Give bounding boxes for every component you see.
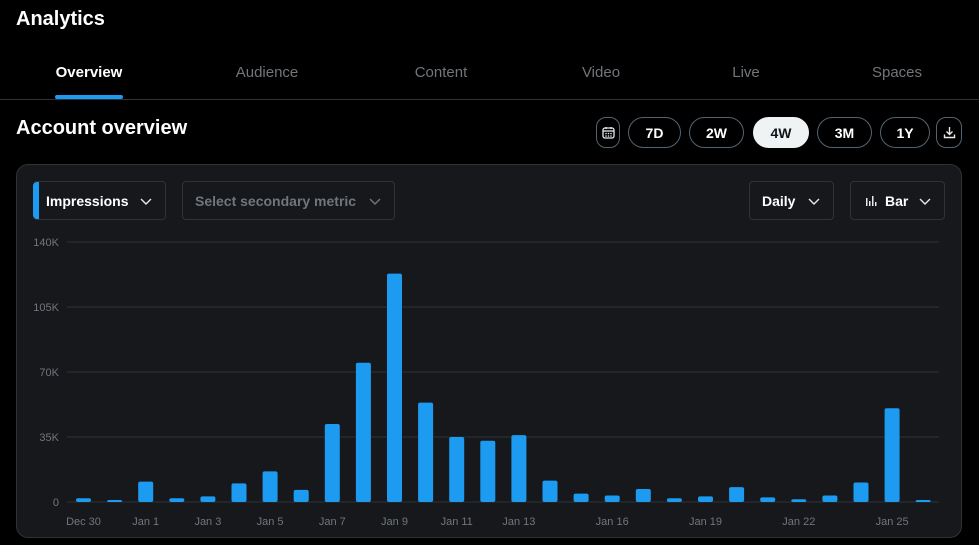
download-button[interactable] [936, 117, 962, 148]
x-tick-label: Jan 1 [132, 516, 159, 528]
bar[interactable] [107, 500, 123, 502]
range-2w-button[interactable]: 2W [689, 117, 744, 148]
secondary-metric-dropdown[interactable]: Select secondary metric [182, 181, 395, 220]
x-tick-label: Jan 13 [502, 516, 535, 528]
tab-content[interactable]: Content [414, 64, 468, 81]
account-overview-card: Impressions Select secondary metric Dail… [16, 164, 962, 538]
bar[interactable] [511, 435, 527, 502]
range-1y-button[interactable]: 1Y [880, 117, 930, 148]
range-4w-button[interactable]: 4W [753, 117, 809, 148]
y-tick-label: 70K [39, 367, 59, 379]
interval-label: Daily [762, 192, 796, 209]
tab-spaces[interactable]: Spaces [871, 64, 923, 81]
x-tick-label: Jan 25 [876, 516, 909, 528]
x-tick-label: Jan 9 [381, 516, 408, 528]
primary-metric-dropdown[interactable]: Impressions [33, 181, 166, 220]
bar[interactable] [324, 424, 340, 502]
bar[interactable] [76, 498, 91, 502]
bar[interactable] [418, 402, 434, 502]
y-tick-label: 105K [33, 302, 59, 314]
tab-overview[interactable]: Overview [55, 52, 123, 99]
chevron-down-icon [369, 198, 381, 205]
x-tick-label: Jan 5 [257, 516, 284, 528]
bar[interactable] [635, 489, 651, 502]
range-3m-button[interactable]: 3M [817, 117, 872, 148]
bar[interactable] [262, 471, 278, 502]
chevron-down-icon [919, 198, 931, 205]
page-title: Analytics [16, 8, 105, 30]
x-tick-label: Dec 30 [66, 516, 101, 528]
bar[interactable] [884, 408, 900, 502]
bar[interactable] [449, 437, 465, 502]
impressions-bar-chart: 0 35K 70K 105K 140K Dec 30 Jan 1 Jan 3 Jan 5 Jan … [33, 237, 939, 528]
bar[interactable] [729, 487, 745, 502]
download-icon [943, 127, 955, 139]
x-tick-label: Jan 11 [441, 516, 473, 528]
chevron-down-icon [808, 198, 820, 205]
y-tick-label: 0 [53, 497, 59, 509]
x-tick-label: Jan 7 [319, 516, 346, 528]
bar[interactable] [200, 496, 216, 502]
chevron-down-icon [140, 198, 152, 205]
bar-chart-icon [866, 195, 877, 206]
x-tick-label: Jan 22 [782, 516, 815, 528]
primary-metric-label: Impressions [46, 192, 129, 209]
bar[interactable] [542, 480, 558, 502]
section-title: Account overview [16, 117, 188, 139]
bar[interactable] [915, 500, 931, 502]
bar[interactable] [791, 499, 807, 502]
y-tick-label: 35K [39, 432, 59, 444]
bar[interactable] [760, 497, 776, 502]
tab-video[interactable]: Video [581, 64, 621, 81]
secondary-metric-placeholder: Select secondary metric [195, 192, 357, 209]
x-tick-label: Jan 16 [596, 516, 629, 528]
tab-audience[interactable]: Audience [235, 64, 299, 81]
calendar-button[interactable] [596, 117, 620, 148]
x-tick-label: Jan 19 [689, 516, 722, 528]
range-7d-button[interactable]: 7D [628, 117, 681, 148]
bar[interactable] [573, 493, 589, 502]
bar[interactable] [169, 498, 185, 502]
bar[interactable] [231, 483, 247, 502]
x-tick-label: Jan 3 [194, 516, 221, 528]
calendar-icon [601, 127, 615, 139]
metric-color-indicator [33, 182, 39, 219]
bar[interactable] [822, 495, 838, 503]
bar[interactable] [853, 482, 869, 503]
interval-dropdown[interactable]: Daily [749, 181, 834, 220]
bar[interactable] [293, 489, 309, 502]
bar[interactable] [666, 498, 682, 502]
chart-type-label: Bar [885, 192, 909, 209]
bar[interactable] [138, 481, 154, 502]
tab-live[interactable]: Live [732, 64, 760, 81]
tab-bar: Overview Audience Content Video Live Spa… [0, 52, 979, 100]
bar[interactable] [387, 273, 402, 502]
y-tick-label: 140K [33, 237, 59, 249]
bar[interactable] [698, 496, 713, 502]
bar[interactable] [480, 440, 496, 502]
bar[interactable] [355, 362, 371, 502]
chart-type-dropdown[interactable]: Bar [850, 181, 945, 220]
bar[interactable] [604, 495, 620, 503]
